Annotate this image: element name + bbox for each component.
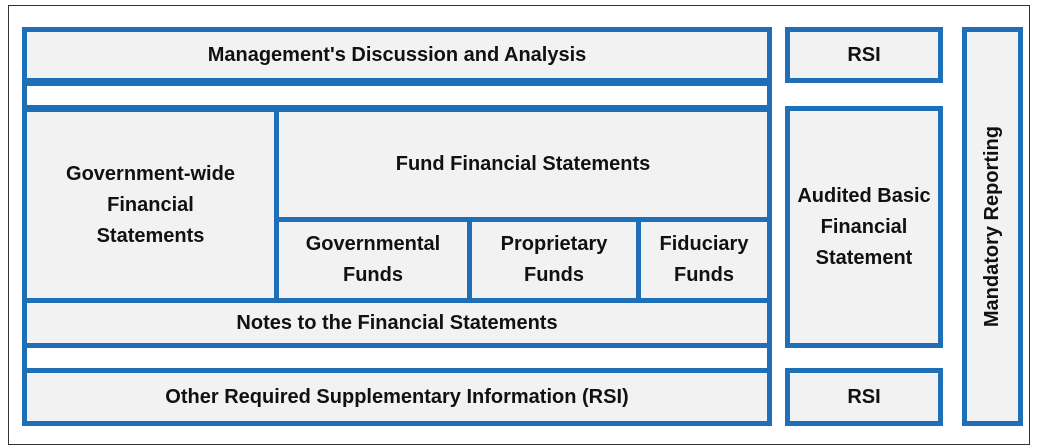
government-wide-label: Government-wide Financial Statements — [66, 162, 235, 247]
fund-statements-box: Fund Financial Statements — [274, 107, 772, 222]
mandatory-box: Mandatory Reporting — [962, 27, 1023, 426]
fiduciary-funds-label: Fiduciary Funds — [659, 233, 749, 286]
audited-box: Audited Basic Financial Statement — [785, 106, 943, 348]
spacer — [22, 81, 772, 110]
proprietary-funds-label: Proprietary Funds — [500, 233, 608, 286]
proprietary-funds-box: Proprietary Funds — [467, 217, 641, 303]
other-rsi-box: Other Required Supplementary Information… — [22, 368, 772, 426]
fiduciary-funds-box: Fiduciary Funds — [636, 217, 772, 303]
governmental-funds-box: Governmental Funds — [274, 217, 472, 303]
mandatory-label: Mandatory Reporting — [981, 125, 1003, 328]
mdna-label: Management's Discussion and Analysis — [207, 43, 587, 66]
rsi-bottom-label: RSI — [847, 385, 881, 408]
other-rsi-label: Other Required Supplementary Information… — [165, 385, 629, 408]
rsi-bottom-box: RSI — [785, 368, 943, 426]
rsi-top-label: RSI — [847, 43, 881, 66]
notes-box: Notes to the Financial Statements — [22, 298, 772, 348]
governmental-funds-label: Governmental Funds — [305, 233, 441, 286]
page: {"mdna": "Management's Discussion and An… — [8, 5, 1030, 445]
audited-label: Audited Basic Financial Statement — [797, 184, 931, 269]
fund-statements-label: Fund Financial Statements — [395, 153, 651, 175]
rsi-top-box: RSI — [785, 27, 943, 83]
government-wide-box: Government-wide Financial Statements — [22, 107, 279, 303]
notes-label: Notes to the Financial Statements — [236, 311, 558, 334]
mdna-box: Management's Discussion and Analysis — [22, 27, 772, 83]
